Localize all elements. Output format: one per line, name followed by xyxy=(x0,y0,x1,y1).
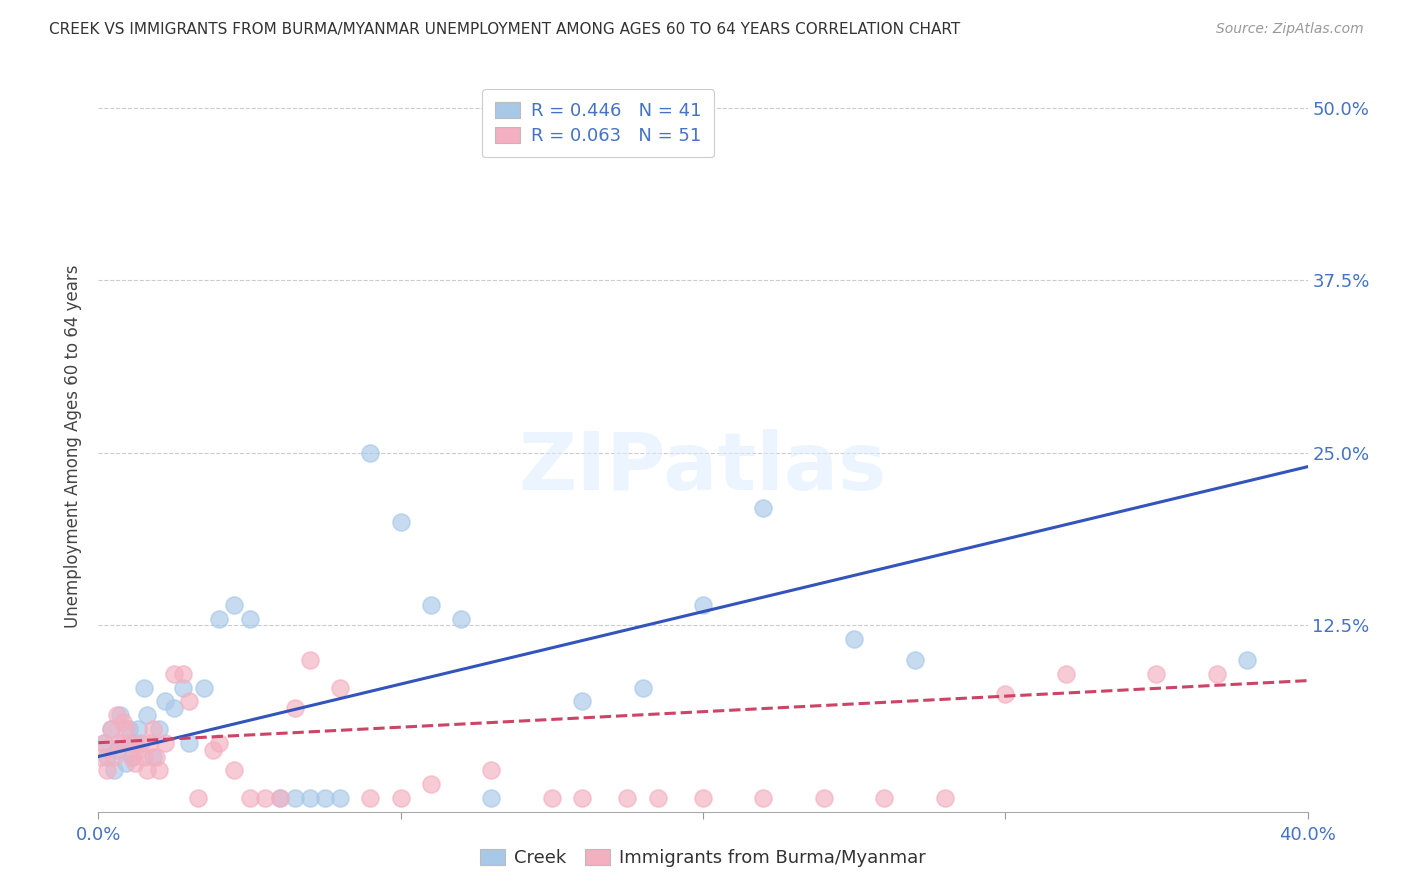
Point xyxy=(153,694,176,708)
Point xyxy=(103,749,125,764)
Point xyxy=(108,736,131,750)
Point xyxy=(135,708,157,723)
Point xyxy=(208,611,231,625)
Point xyxy=(187,791,209,805)
Point xyxy=(148,764,170,778)
Point xyxy=(1144,666,1167,681)
Point xyxy=(994,687,1017,701)
Point xyxy=(904,653,927,667)
Point xyxy=(692,598,714,612)
Point xyxy=(121,749,143,764)
Point xyxy=(129,736,152,750)
Legend: R = 0.446   N = 41, R = 0.063   N = 51: R = 0.446 N = 41, R = 0.063 N = 51 xyxy=(482,89,714,157)
Point xyxy=(132,749,155,764)
Point xyxy=(571,694,593,708)
Text: Source: ZipAtlas.com: Source: ZipAtlas.com xyxy=(1216,22,1364,37)
Point xyxy=(163,701,186,715)
Point xyxy=(631,681,654,695)
Point xyxy=(127,742,149,756)
Point xyxy=(647,791,669,805)
Point xyxy=(208,736,231,750)
Point xyxy=(163,666,186,681)
Point xyxy=(108,708,131,723)
Point xyxy=(314,791,336,805)
Point xyxy=(299,653,322,667)
Point xyxy=(269,791,291,805)
Text: CREEK VS IMMIGRANTS FROM BURMA/MYANMAR UNEMPLOYMENT AMONG AGES 60 TO 64 YEARS CO: CREEK VS IMMIGRANTS FROM BURMA/MYANMAR U… xyxy=(49,22,960,37)
Point xyxy=(111,736,134,750)
Point xyxy=(284,701,307,715)
Point xyxy=(813,791,835,805)
Point xyxy=(132,681,155,695)
Point xyxy=(224,764,246,778)
Text: ZIPatlas: ZIPatlas xyxy=(519,429,887,507)
Point xyxy=(105,742,128,756)
Point xyxy=(420,598,443,612)
Point xyxy=(616,791,638,805)
Point xyxy=(96,749,118,764)
Point xyxy=(692,791,714,805)
Point xyxy=(571,791,593,805)
Point xyxy=(450,611,472,625)
Point xyxy=(114,756,136,771)
Point xyxy=(389,791,412,805)
Point xyxy=(1054,666,1077,681)
Point xyxy=(389,515,412,529)
Point xyxy=(118,736,141,750)
Point xyxy=(1206,666,1229,681)
Point xyxy=(148,722,170,736)
Point xyxy=(253,791,276,805)
Point xyxy=(284,791,307,805)
Point xyxy=(139,736,162,750)
Point xyxy=(193,681,215,695)
Point xyxy=(1236,653,1258,667)
Point xyxy=(145,749,167,764)
Point xyxy=(179,694,201,708)
Point xyxy=(100,722,122,736)
Point xyxy=(103,764,125,778)
Point xyxy=(100,722,122,736)
Point xyxy=(135,764,157,778)
Point xyxy=(224,598,246,612)
Point xyxy=(153,736,176,750)
Point xyxy=(329,791,352,805)
Point xyxy=(93,736,115,750)
Point xyxy=(93,736,115,750)
Point xyxy=(752,501,775,516)
Point xyxy=(114,722,136,736)
Point xyxy=(121,749,143,764)
Point xyxy=(90,749,112,764)
Point xyxy=(329,681,352,695)
Point xyxy=(142,749,165,764)
Point xyxy=(179,736,201,750)
Point xyxy=(360,446,382,460)
Point xyxy=(142,722,165,736)
Point xyxy=(360,791,382,805)
Point xyxy=(481,791,503,805)
Point xyxy=(202,742,225,756)
Legend: Creek, Immigrants from Burma/Myanmar: Creek, Immigrants from Burma/Myanmar xyxy=(472,841,934,874)
Point xyxy=(299,791,322,805)
Point xyxy=(540,791,562,805)
Point xyxy=(844,632,866,647)
Point xyxy=(172,666,194,681)
Point xyxy=(420,777,443,791)
Point xyxy=(96,764,118,778)
Point xyxy=(239,611,262,625)
Y-axis label: Unemployment Among Ages 60 to 64 years: Unemployment Among Ages 60 to 64 years xyxy=(65,264,83,628)
Point xyxy=(118,722,141,736)
Point xyxy=(111,714,134,729)
Point xyxy=(934,791,956,805)
Point xyxy=(127,722,149,736)
Point xyxy=(481,764,503,778)
Point xyxy=(269,791,291,805)
Point xyxy=(124,736,146,750)
Point xyxy=(873,791,896,805)
Point xyxy=(752,791,775,805)
Point xyxy=(172,681,194,695)
Point xyxy=(239,791,262,805)
Point xyxy=(124,756,146,771)
Point xyxy=(105,708,128,723)
